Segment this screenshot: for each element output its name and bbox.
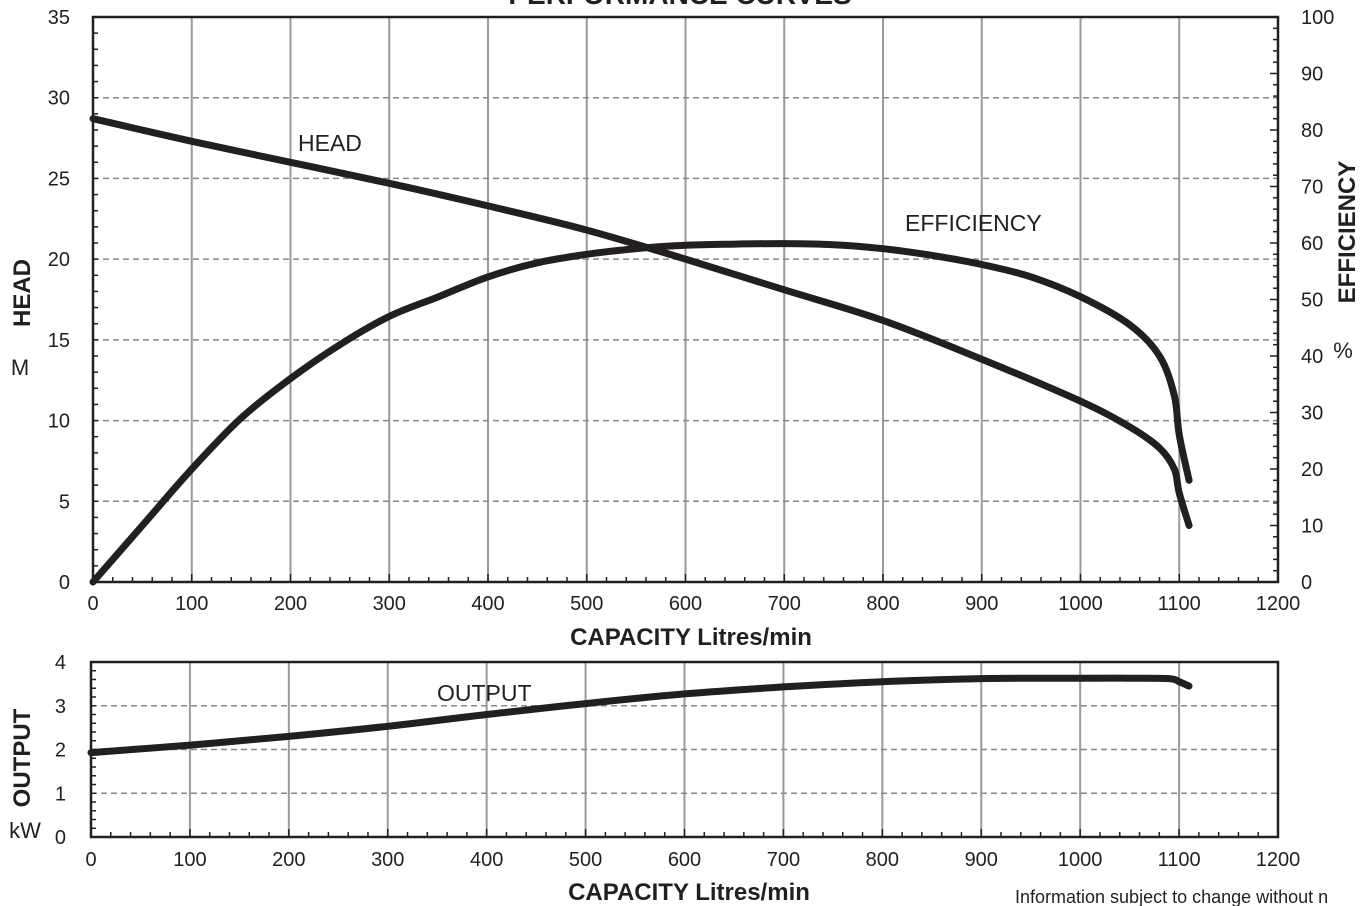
right-y-tick-label: 90: [1301, 64, 1323, 86]
x-tick-label: 0: [85, 849, 96, 871]
series-label-output: OUTPUT: [437, 680, 532, 706]
x-tick-label: 100: [173, 849, 206, 871]
footer-note: Information subject to change without n: [1015, 887, 1328, 906]
right-y-tick-label: 0: [1301, 572, 1312, 594]
x-tick-label: 300: [371, 849, 404, 871]
left-y-tick-label: 25: [48, 168, 70, 190]
x-tick-label: 800: [866, 849, 899, 871]
right-axis-unit: %: [1333, 338, 1353, 363]
y-tick-label: 0: [55, 827, 66, 849]
x-tick-label: 1000: [1058, 593, 1103, 615]
x-tick-label: 700: [767, 849, 800, 871]
series-line-output: [87, 674, 1193, 757]
right-y-tick-label: 30: [1301, 403, 1323, 425]
y-axis-unit: kW: [9, 818, 41, 843]
x-tick-label: 0: [87, 593, 98, 615]
series-line-head: [89, 115, 1193, 529]
series-line-efficiency: [89, 240, 1193, 586]
x-tick-label: 200: [272, 849, 305, 871]
x-tick-label: 800: [866, 593, 899, 615]
x-tick-label: 400: [470, 849, 503, 871]
x-tick-label: 1000: [1058, 849, 1103, 871]
y-tick-label: 3: [55, 696, 66, 718]
x-tick-label: 200: [274, 593, 307, 615]
right-y-tick-label: 80: [1301, 120, 1323, 142]
left-axis-unit: M: [11, 355, 29, 380]
x-tick-label: 600: [669, 593, 702, 615]
x-tick-label: 100: [175, 593, 208, 615]
right-axis-title: EFFICIENCY: [1334, 161, 1361, 304]
left-y-tick-label: 20: [48, 249, 70, 271]
y-tick-label: 2: [55, 740, 66, 762]
x-tick-label: 1200: [1256, 593, 1301, 615]
right-y-tick-label: 100: [1301, 7, 1334, 29]
chart-title: PERFORMANCE CURVES: [508, 0, 851, 10]
series-label-efficiency: EFFICIENCY: [905, 210, 1042, 236]
x-tick-label: 700: [768, 593, 801, 615]
x-tick-label: 1100: [1158, 849, 1201, 871]
x-tick-label: 1100: [1158, 593, 1201, 615]
y-tick-label: 4: [55, 652, 66, 674]
output-chart: 0 100 200 300 400 500 600 700 800 900 1000 1100 1200…: [9, 652, 1300, 906]
y-tick-label: 1: [55, 783, 66, 805]
left-y-tick-label: 35: [48, 7, 70, 29]
left-y-tick-label: 0: [59, 572, 70, 594]
left-y-tick-label: 30: [48, 88, 70, 110]
x-tick-label: 900: [965, 849, 998, 871]
right-y-tick-label: 70: [1301, 177, 1323, 199]
left-y-tick-label: 15: [48, 330, 70, 352]
x-axis-title: CAPACITY Litres/min: [570, 624, 812, 651]
right-y-tick-label: 50: [1301, 290, 1323, 312]
x-tick-label: 900: [965, 593, 998, 615]
right-y-tick-label: 40: [1301, 346, 1323, 368]
x-tick-label: 1200: [1256, 849, 1301, 871]
x-tick-label: 300: [373, 593, 406, 615]
x-tick-label: 500: [569, 849, 602, 871]
left-axis-title: HEAD: [9, 259, 36, 327]
right-y-tick-label: 10: [1301, 516, 1323, 538]
y-axis-title: OUTPUT: [9, 708, 36, 807]
series-label-head: HEAD: [298, 130, 362, 156]
left-y-tick-label: 10: [48, 411, 70, 433]
x-tick-label: 600: [668, 849, 701, 871]
x-tick-label: 500: [570, 593, 603, 615]
right-y-tick-label: 60: [1301, 233, 1323, 255]
left-y-tick-label: 5: [59, 491, 70, 513]
head-efficiency-chart: 0 100 200 300 400 500 600 700 800 900 1000 1100 1200…: [9, 7, 1361, 651]
right-y-tick-label: 20: [1301, 459, 1323, 481]
x-axis-title: CAPACITY Litres/min: [568, 879, 810, 906]
x-tick-label: 400: [471, 593, 504, 615]
